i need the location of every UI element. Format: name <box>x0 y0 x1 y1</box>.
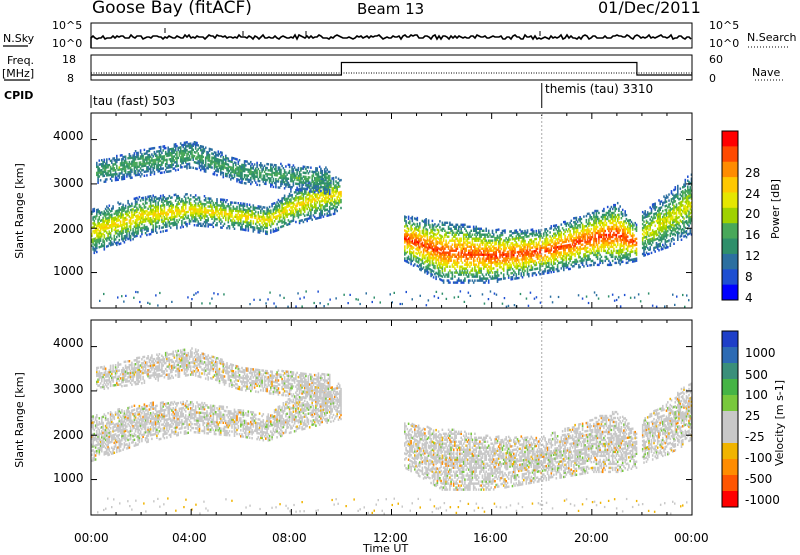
power-cbar-tick-16: 16 <box>745 229 760 241</box>
power-ytick-2000: 2000 <box>53 223 84 235</box>
vel-ytick-1000: 1000 <box>53 472 84 484</box>
xtick-1600: 16:00 <box>473 532 508 544</box>
vel-cbar-tick-m100: -100 <box>745 452 772 464</box>
xtick-2000: 20:00 <box>574 532 609 544</box>
vel-ytick-2000: 2000 <box>53 429 84 441</box>
vel-cbar-tick-m25: -25 <box>745 431 765 443</box>
freq-panel <box>91 55 692 80</box>
power-heatmap <box>91 141 692 308</box>
power-cbar-tick-24: 24 <box>745 188 760 200</box>
power-ytick-4000: 4000 <box>53 130 84 142</box>
nsky-panel <box>91 23 692 48</box>
vel-cbar-tick-100: 100 <box>745 389 768 401</box>
xtick-0400: 04:00 <box>172 532 207 544</box>
vel-cbar-tick-500: 500 <box>745 369 768 381</box>
power-cbar-label: Power [dB] <box>770 179 782 239</box>
xtick-0800: 08:00 <box>272 532 307 544</box>
velocity-ylabel: Slant Range [km] <box>14 372 26 468</box>
vel-cbar-tick-1000: 1000 <box>745 347 776 359</box>
power-ytick-1000: 1000 <box>53 265 84 277</box>
vel-cbar-tick-25: 25 <box>745 410 760 422</box>
power-cbar-tick-8: 8 <box>745 271 753 283</box>
xtick-2400: 00:00 <box>674 532 709 544</box>
vel-cbar-label: Velocity [m s-1] <box>774 380 786 466</box>
power-cbar-tick-4: 4 <box>745 292 753 304</box>
velocity-heatmap <box>91 347 692 515</box>
vel-cbar-tick-m500: -500 <box>745 473 772 485</box>
xtick-0000: 00:00 <box>74 532 109 544</box>
xlabel: Time UT <box>363 544 408 554</box>
vel-ytick-4000: 4000 <box>53 337 84 349</box>
power-cbar-tick-20: 20 <box>745 208 760 220</box>
power-ylabel: Slant Range [km] <box>14 163 26 259</box>
power-ytick-3000: 3000 <box>53 177 84 189</box>
power-cbar-tick-28: 28 <box>745 167 760 179</box>
vel-ytick-3000: 3000 <box>53 383 84 395</box>
vel-cbar-tick-m1000: -1000 <box>745 494 780 506</box>
nsky-trace <box>91 35 691 39</box>
power-cbar-tick-12: 12 <box>745 250 760 262</box>
